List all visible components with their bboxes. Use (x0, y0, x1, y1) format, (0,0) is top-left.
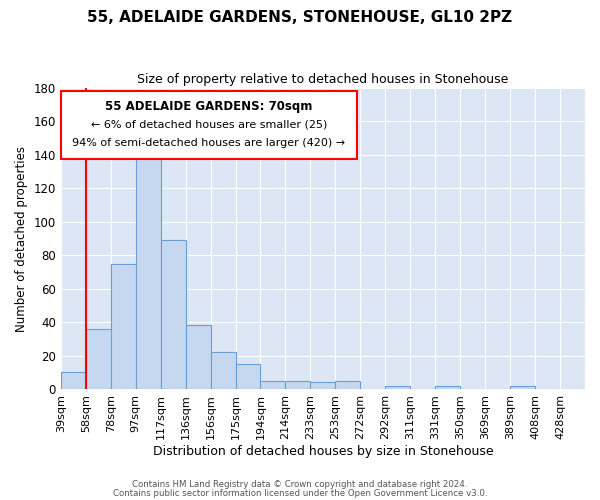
Bar (310, 382, 335, 389)
Bar (260, 380, 286, 389)
Text: 94% of semi-detached houses are larger (420) →: 94% of semi-detached houses are larger (… (73, 138, 346, 148)
Bar (335, 380, 361, 389)
Bar (385, 386, 410, 389)
Text: 55, ADELAIDE GARDENS, STONEHOUSE, GL10 2PZ: 55, ADELAIDE GARDENS, STONEHOUSE, GL10 2… (88, 10, 512, 25)
Bar (111, 264, 136, 389)
Text: Contains public sector information licensed under the Open Government Licence v3: Contains public sector information licen… (113, 488, 487, 498)
Text: 55 ADELAIDE GARDENS: 70sqm: 55 ADELAIDE GARDENS: 70sqm (105, 100, 313, 113)
Bar (185, 326, 211, 389)
Bar (286, 380, 310, 389)
Bar (211, 352, 236, 389)
Bar (161, 240, 185, 389)
Text: ← 6% of detached houses are smaller (25): ← 6% of detached houses are smaller (25) (91, 120, 327, 130)
Bar (510, 386, 535, 389)
Y-axis label: Number of detached properties: Number of detached properties (15, 146, 28, 332)
FancyBboxPatch shape (61, 91, 357, 159)
Bar (61, 372, 86, 389)
Text: Contains HM Land Registry data © Crown copyright and database right 2024.: Contains HM Land Registry data © Crown c… (132, 480, 468, 489)
Bar (435, 386, 460, 389)
Title: Size of property relative to detached houses in Stonehouse: Size of property relative to detached ho… (137, 72, 509, 86)
X-axis label: Distribution of detached houses by size in Stonehouse: Distribution of detached houses by size … (152, 444, 493, 458)
Bar (136, 148, 161, 389)
Bar (86, 329, 111, 389)
Bar (236, 364, 260, 389)
